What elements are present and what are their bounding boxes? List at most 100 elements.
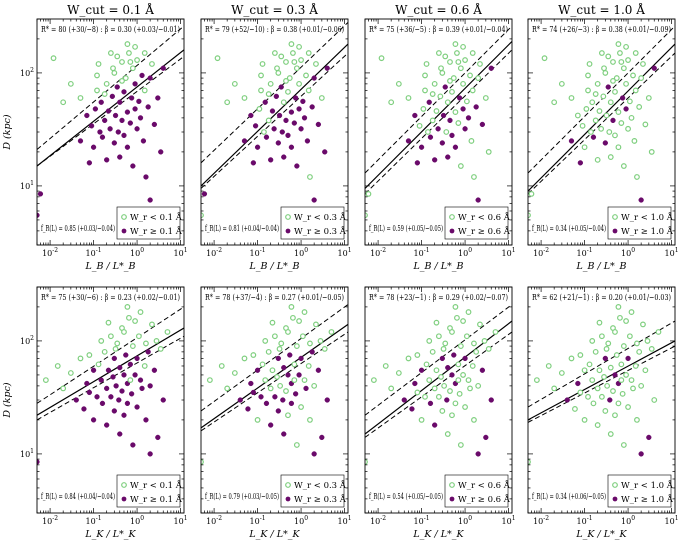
point-strong: [237, 397, 243, 403]
point-weak: [625, 57, 631, 63]
point-weak: [283, 388, 289, 394]
point-strong: [134, 355, 140, 362]
point-strong: [111, 140, 117, 146]
point-weak: [250, 352, 257, 358]
point-weak: [447, 388, 453, 394]
x-tick-label: 10-2: [42, 515, 58, 526]
point-strong: [311, 451, 317, 457]
point-weak: [558, 80, 565, 87]
fit-envelope-line: [528, 320, 675, 408]
point-weak: [605, 53, 612, 60]
point-strong: [460, 106, 466, 112]
point-strong: [123, 352, 129, 358]
point-weak: [634, 416, 640, 423]
point-strong: [449, 132, 455, 139]
fit-line: [528, 340, 675, 421]
point-strong: [108, 394, 114, 400]
point-weak: [126, 314, 132, 321]
point-weak: [457, 65, 464, 72]
point-weak: [471, 340, 477, 347]
point-weak: [468, 138, 475, 144]
point-strong: [263, 134, 270, 140]
point-weak: [463, 98, 470, 105]
point-strong: [112, 112, 119, 119]
point-weak: [103, 80, 110, 87]
point-strong: [117, 154, 123, 160]
point-strong: [291, 120, 297, 126]
point-weak: [620, 163, 627, 169]
point-strong: [324, 397, 330, 403]
point-strong: [90, 144, 97, 150]
point-weak: [613, 75, 620, 81]
point-weak: [98, 338, 105, 344]
point-weak: [124, 303, 131, 310]
point-weak: [313, 61, 319, 67]
point-strong: [99, 134, 106, 140]
x-tick-label: 10-2: [533, 247, 549, 258]
point-weak: [141, 363, 148, 369]
point-weak: [592, 348, 599, 355]
point-strong: [151, 367, 158, 373]
point-weak: [95, 61, 102, 67]
point-strong: [248, 380, 254, 387]
point-weak: [305, 363, 312, 369]
point-weak: [467, 385, 473, 392]
point-strong: [440, 112, 447, 119]
point-weak: [449, 329, 455, 335]
point-weak: [615, 400, 622, 407]
point-weak: [481, 338, 488, 344]
fit-parameters-label: R* = 79 (+52/−10) : β = 0.38 (+0.01/−0.0…: [205, 24, 344, 35]
point-weak: [596, 367, 603, 374]
point-strong: [117, 431, 123, 437]
point-weak: [577, 352, 584, 358]
legend-label-strong: W_r ≥ 1.0 Å: [621, 493, 674, 505]
legend-label-weak: W_r < 1.0 Å: [621, 211, 674, 223]
fit-envelope-line: [528, 52, 675, 195]
point-weak: [94, 87, 100, 94]
point-weak: [288, 41, 295, 47]
point-strong: [319, 434, 325, 441]
point-weak: [447, 59, 453, 65]
point-strong: [139, 385, 145, 392]
point-weak: [642, 367, 649, 374]
point-weak: [414, 389, 421, 396]
point-weak: [107, 50, 114, 56]
x-axis-label: L_B / L*_B: [248, 261, 299, 272]
point-strong: [315, 121, 322, 128]
ylabel-row-1: D (kpc): [2, 382, 13, 419]
point-weak: [395, 80, 402, 87]
point-strong: [442, 84, 448, 90]
point-strong: [254, 367, 261, 373]
point-weak: [630, 72, 636, 79]
point-strong: [121, 372, 127, 378]
x-tick-label: 100: [458, 515, 472, 526]
point-strong: [612, 372, 618, 378]
point-weak: [293, 343, 300, 349]
x-tick-label: 100: [458, 247, 472, 258]
point-weak: [630, 385, 636, 392]
point-strong: [99, 400, 106, 407]
point-strong: [278, 84, 284, 90]
point-weak: [586, 361, 593, 368]
point-weak: [568, 355, 575, 362]
x-tick-label: 101: [502, 515, 516, 526]
point-strong: [427, 400, 434, 407]
point-weak: [122, 75, 129, 81]
point-weak: [640, 61, 646, 67]
point-weak: [164, 329, 171, 335]
point-weak: [585, 393, 591, 400]
y-tick-label: 102: [20, 335, 34, 346]
point-strong: [119, 388, 125, 394]
point-weak: [545, 363, 552, 369]
point-strong: [124, 109, 131, 115]
point-weak: [454, 50, 460, 56]
legend-box: [280, 206, 345, 240]
point-strong: [86, 160, 93, 166]
point-weak: [636, 348, 643, 355]
point-weak: [475, 382, 482, 389]
point-weak: [607, 154, 614, 160]
legend-label-strong: W_r ≥ 0.3 Å: [294, 225, 347, 237]
point-weak: [431, 385, 438, 392]
point-strong: [602, 355, 608, 362]
